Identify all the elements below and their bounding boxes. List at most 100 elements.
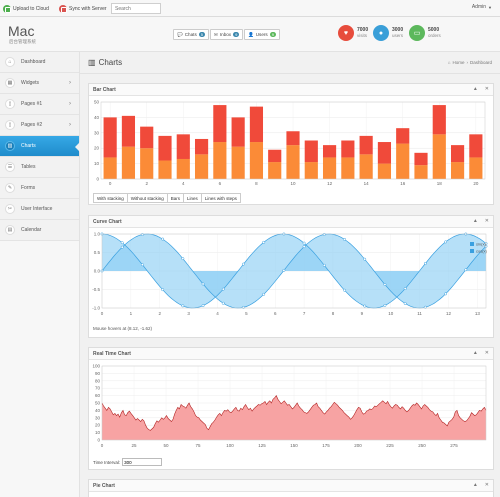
bar-series-2 <box>121 115 136 147</box>
sidebar-item-charts[interactable]: ▥ Charts <box>0 136 80 157</box>
brand-logo[interactable]: Mac <box>8 23 35 39</box>
users-button[interactable]: 👤 Users 9 <box>244 29 280 40</box>
curve-point <box>140 233 144 236</box>
curve-point <box>221 287 225 291</box>
sidebar-item-label: Dashboard <box>21 59 46 65</box>
sidebar: ⌂ Dashboard ▦ Widgets › ▯ Pages #1 › ▯ P… <box>0 52 80 497</box>
curve-point <box>302 241 306 245</box>
panel-title: Pie Chart <box>93 483 115 489</box>
x-tick-label: 175 <box>322 443 330 448</box>
panel-header: Curve Chart ▲ ✕ <box>89 216 493 228</box>
bar-series-2 <box>231 117 245 147</box>
close-icon[interactable]: ✕ <box>484 482 489 488</box>
user-circle-icon: ● <box>373 25 389 41</box>
panel-controls: ▲ ✕ <box>473 350 489 356</box>
page-title: ▥ Charts <box>88 58 122 67</box>
stat-visits: ♥ 7000 visits <box>338 25 368 41</box>
y-tick-label: 0.5 <box>94 250 101 255</box>
chats-count-badge: 5 <box>198 32 205 37</box>
curve-chart[interactable]: 1.00.50.0-0.5-1.00 1 2 3 4 5 6 7 8 9 10 11 12 13sin(x… <box>89 228 493 322</box>
x-tick-label: 7 <box>303 311 306 316</box>
search-input[interactable] <box>111 3 161 14</box>
x-tick-label: 6 <box>274 311 277 316</box>
close-icon[interactable]: ✕ <box>484 86 489 92</box>
curve-point <box>322 263 326 267</box>
curve-point <box>343 237 346 241</box>
bar-chart: 0 10 20 30 40 50 0 2 4 6 8 10 12 14 16 18 20 <box>94 100 486 186</box>
upload-to-cloud-button[interactable]: Upload to Cloud <box>3 3 49 14</box>
y-tick-label: 50 <box>95 401 101 406</box>
without-stacking-button[interactable]: Without stacking <box>126 193 168 203</box>
breadcrumb-home[interactable]: Home <box>452 60 465 65</box>
bar-series-1 <box>432 134 446 179</box>
curve-point <box>201 282 205 286</box>
time-interval-input[interactable] <box>122 458 163 466</box>
bar-series-2 <box>176 134 190 159</box>
x-tick-label: 100 <box>226 443 234 448</box>
sidebar-item-calendar[interactable]: ▤ Calendar <box>0 220 79 241</box>
with-stacking-button[interactable]: With stacking <box>93 193 128 203</box>
bar-series-2 <box>268 149 282 163</box>
lines-button[interactable]: Lines <box>183 193 202 203</box>
chats-label: Chats <box>184 32 197 37</box>
bar-series-2 <box>432 105 446 135</box>
x-tick-label: 20 <box>473 181 479 186</box>
bar-series-2 <box>213 105 227 143</box>
close-icon[interactable]: ✕ <box>484 350 489 356</box>
collapse-icon[interactable]: ▲ <box>472 350 478 356</box>
curve-point <box>423 262 427 265</box>
sidebar-item-pages-2[interactable]: ▯ Pages #2 › <box>0 115 79 136</box>
stat-users: ● 3000 users <box>373 25 403 41</box>
bar-series-1 <box>194 154 209 179</box>
file-icon: ▯ <box>5 99 15 109</box>
x-tick-label: 2 <box>158 311 161 316</box>
curve-point <box>464 268 468 272</box>
bar-series-1 <box>158 160 172 179</box>
stat-orders-label: orders <box>428 33 441 38</box>
sidebar-item-forms[interactable]: ✎ Forms <box>0 178 79 199</box>
plot-frame <box>100 101 486 180</box>
x-tick-label: 12 <box>446 311 452 316</box>
home-icon: ⌂ <box>447 60 451 65</box>
y-tick-label: 80 <box>95 378 101 383</box>
upload-label: Upload to Cloud <box>13 5 49 12</box>
panel-title: Curve Chart <box>93 219 122 225</box>
plot-frame <box>101 365 487 441</box>
user-menu[interactable]: Admin ▼ <box>472 4 492 10</box>
sidebar-item-pages-1[interactable]: ▯ Pages #1 › <box>0 94 79 115</box>
panel-header: Bar Chart ▲ ✕ <box>89 84 493 96</box>
y-tick-label: 50 <box>94 100 100 105</box>
inbox-button[interactable]: ✉ Inbox 9 <box>210 29 244 40</box>
collapse-icon[interactable]: ▲ <box>472 86 478 92</box>
sidebar-item-tables[interactable]: ☰ Tables <box>0 157 79 178</box>
bar-series-1 <box>469 157 483 179</box>
bar-series-1 <box>213 142 227 179</box>
chats-button[interactable]: 💬 Chats 5 <box>173 29 209 40</box>
close-icon[interactable]: ✕ <box>484 218 489 224</box>
pie-chart-panel: Pie Chart ▲ ✕ <box>88 479 494 497</box>
sidebar-item-dashboard[interactable]: ⌂ Dashboard <box>0 52 79 73</box>
curve-chart-panel: Curve Chart ▲ ✕ 1.0 0.5 0.0 -0.5 -1.0 0 1 2 3 4 5 6… <box>88 215 494 338</box>
panel-header: Pie Chart ▲ ✕ <box>89 480 493 492</box>
sidebar-item-user-interface[interactable]: ✂ User Interface <box>0 199 79 220</box>
collapse-icon[interactable]: ▲ <box>472 218 478 224</box>
sidebar-item-widgets[interactable]: ▦ Widgets › <box>0 73 79 94</box>
curve-area-2 <box>102 234 486 308</box>
collapse-icon[interactable]: ▲ <box>472 482 478 488</box>
y-tick-label: 90 <box>95 371 101 376</box>
x-tick-label: 8 <box>332 311 335 316</box>
lines-with-steps-button[interactable]: Lines with steps <box>200 193 241 203</box>
chevron-right-icon: › <box>69 101 71 107</box>
bars-button[interactable]: Bars <box>166 193 185 203</box>
panel-title: Real Time Chart <box>93 351 131 357</box>
x-tick-label: 8 <box>255 181 258 186</box>
sync-with-server-button[interactable]: Sync with Server <box>59 3 107 14</box>
panel-header: Real Time Chart ▲ ✕ <box>89 348 493 360</box>
x-tick-label: 3 <box>187 311 190 316</box>
bar-series-1 <box>268 162 282 179</box>
curve-point <box>444 240 448 244</box>
users-count-badge: 9 <box>269 32 276 37</box>
time-interval-control: Time Interval: <box>93 458 163 466</box>
legend-entry: sin(x) <box>476 242 486 247</box>
bar-series-2 <box>158 135 172 161</box>
